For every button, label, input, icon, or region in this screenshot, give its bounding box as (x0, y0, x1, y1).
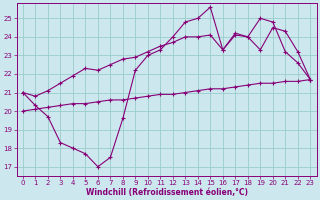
X-axis label: Windchill (Refroidissement éolien,°C): Windchill (Refroidissement éolien,°C) (85, 188, 248, 197)
